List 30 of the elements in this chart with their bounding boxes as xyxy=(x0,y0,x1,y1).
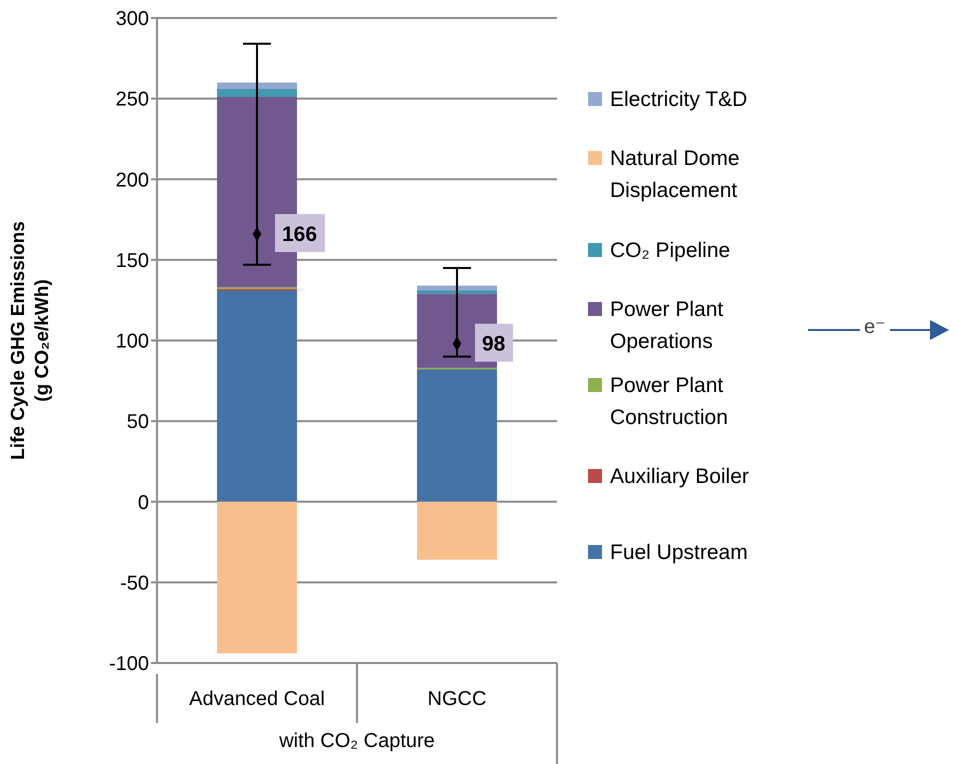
y-tick-label: -100 xyxy=(108,653,149,676)
bar xyxy=(417,286,497,291)
y-tick-label: 50 xyxy=(126,411,149,434)
x-tick-label: NGCC xyxy=(428,688,486,710)
y-tick-label: -50 xyxy=(120,572,149,594)
legend-label: Fuel Upstream xyxy=(610,540,748,566)
x-tick-label: Advanced Coal xyxy=(189,688,325,710)
y-tick-label: 200 xyxy=(116,169,149,192)
bar xyxy=(217,502,297,654)
bar xyxy=(217,290,297,502)
legend-label: CO₂ Pipeline xyxy=(610,238,730,264)
legend-label: Auxiliary Boiler xyxy=(610,464,749,490)
legend-label: Power Plant Operations xyxy=(610,297,724,356)
x-axis-title: with CO₂ Capture xyxy=(278,730,435,752)
legend-label: Natural Dome Displacement xyxy=(610,146,741,204)
y-tick-label: 250 xyxy=(116,88,149,111)
y-tick-label: 0 xyxy=(138,492,149,514)
y-tick-label: 150 xyxy=(116,250,149,272)
bar xyxy=(217,88,297,98)
bar xyxy=(417,502,497,560)
legend-label: Power Plant Construction xyxy=(610,372,729,431)
bar xyxy=(417,290,497,294)
data-label: 98 xyxy=(482,332,506,356)
y-tick-label: 300 xyxy=(116,8,149,30)
data-label: 166 xyxy=(282,223,318,246)
y-axis-title: Life Cycle GHG Emissions (g CO₂e/kWh) xyxy=(8,221,53,460)
legend-label: Electricity T&D xyxy=(610,86,748,113)
bar xyxy=(417,370,497,502)
y-tick-label: 100 xyxy=(116,330,149,353)
bar xyxy=(217,82,297,89)
